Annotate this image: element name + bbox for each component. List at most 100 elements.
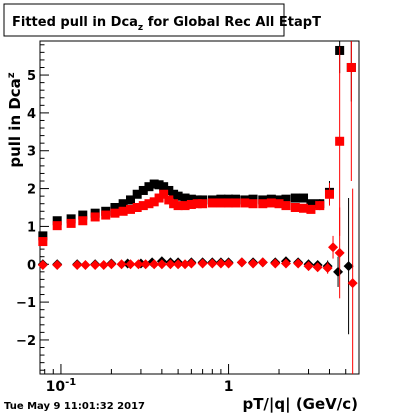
data-point xyxy=(347,278,358,289)
x-tick-label: 1 xyxy=(224,379,234,395)
data-point xyxy=(52,221,62,231)
data-point xyxy=(164,195,174,205)
data-point xyxy=(248,199,258,209)
y-tick-label: 4 xyxy=(27,107,36,122)
title-main: Fitted pull in Dca xyxy=(12,15,138,30)
data-point xyxy=(144,182,154,192)
data-point xyxy=(52,216,62,226)
data-point xyxy=(248,258,259,269)
data-point xyxy=(149,259,160,270)
data-point xyxy=(133,259,144,270)
data-point xyxy=(215,258,226,269)
data-point xyxy=(315,201,325,211)
data-point xyxy=(90,260,101,271)
series-3 xyxy=(37,188,358,374)
data-point xyxy=(198,199,208,209)
title-box xyxy=(3,3,285,37)
data-point xyxy=(293,258,304,269)
data-point xyxy=(159,182,169,192)
data-point xyxy=(144,199,154,209)
data-point xyxy=(192,199,202,209)
series-1 xyxy=(38,41,356,247)
data-point xyxy=(324,189,334,199)
data-point xyxy=(180,259,191,270)
y-tick-label: −1 xyxy=(16,296,36,311)
title-rest: for Global Rec All EtapT xyxy=(143,15,321,30)
data-point xyxy=(180,193,190,203)
data-point xyxy=(140,259,151,270)
data-point xyxy=(346,62,356,72)
data-point xyxy=(216,198,226,208)
plot-frame xyxy=(39,40,360,375)
data-point xyxy=(186,199,196,209)
data-point xyxy=(173,201,183,211)
x-axis-ticks xyxy=(44,364,360,374)
data-point xyxy=(258,199,268,209)
data-point xyxy=(274,199,284,209)
data-point xyxy=(126,204,136,214)
data-point xyxy=(197,258,208,269)
data-point xyxy=(236,257,247,268)
data-point xyxy=(248,194,258,204)
data-point xyxy=(164,185,174,195)
data-point xyxy=(333,266,344,277)
data-point xyxy=(257,257,268,268)
data-marks xyxy=(37,41,358,374)
data-point xyxy=(290,193,300,203)
data-point xyxy=(80,260,91,271)
data-point xyxy=(78,210,88,220)
data-point xyxy=(154,180,164,190)
data-point xyxy=(223,258,234,269)
data-point xyxy=(66,218,76,228)
y-axis-label-subscript: z xyxy=(6,72,17,78)
data-point xyxy=(299,203,309,213)
data-point xyxy=(38,237,48,247)
data-point xyxy=(207,198,217,208)
data-point xyxy=(149,179,159,189)
data-point xyxy=(159,189,169,199)
data-point xyxy=(169,199,179,209)
data-point xyxy=(281,194,291,204)
x-axis-label: pT/|q| (GeV/c) xyxy=(242,395,358,414)
y-tick-label: 5 xyxy=(27,69,36,84)
data-point xyxy=(149,197,159,207)
data-point xyxy=(322,263,333,274)
data-point xyxy=(306,199,316,209)
data-point xyxy=(118,199,128,209)
data-point xyxy=(173,191,183,201)
y-tick-label: 1 xyxy=(27,220,36,235)
data-point xyxy=(299,193,309,203)
y-axis-ticks xyxy=(40,44,49,371)
data-point xyxy=(138,185,148,195)
data-point xyxy=(78,216,88,226)
data-point xyxy=(110,208,120,218)
y-tick-label: 0 xyxy=(27,258,36,273)
data-point xyxy=(303,261,314,272)
data-point xyxy=(154,193,164,203)
title-text: Fitted pull in Dcaz for Global Rec All E… xyxy=(12,15,321,33)
data-point xyxy=(240,198,250,208)
data-point xyxy=(173,259,184,270)
data-point xyxy=(334,247,345,258)
data-point xyxy=(132,203,142,212)
data-point xyxy=(306,204,316,214)
data-point xyxy=(38,231,48,241)
data-point xyxy=(343,261,354,272)
data-point xyxy=(266,198,276,208)
data-point xyxy=(126,195,136,205)
y-tick-label: −2 xyxy=(16,334,36,349)
title-subscript: z xyxy=(138,23,143,33)
data-point xyxy=(138,201,148,211)
x-tick-label: 10-1 xyxy=(46,377,77,395)
y-tick-label: 2 xyxy=(27,183,36,198)
data-point xyxy=(110,203,120,212)
data-point xyxy=(186,194,196,204)
data-point xyxy=(169,189,179,199)
data-point xyxy=(328,242,339,253)
y-tick-label: 3 xyxy=(27,145,36,160)
data-point xyxy=(106,259,117,270)
timestamp: Tue May 9 11:01:32 2017 xyxy=(4,401,145,412)
data-point xyxy=(312,262,323,273)
y-axis-label-main: pull in Dca xyxy=(6,78,24,167)
data-point xyxy=(66,214,76,224)
